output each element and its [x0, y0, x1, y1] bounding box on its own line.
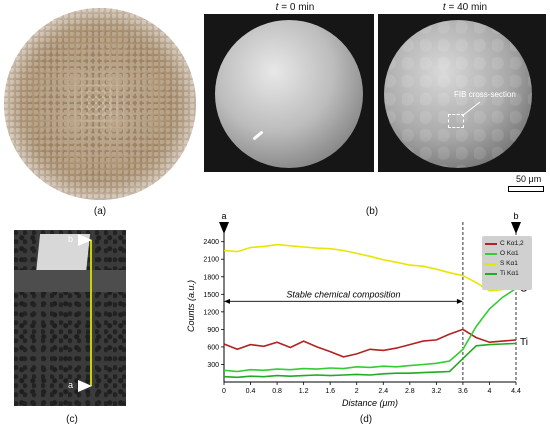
- marker-a-arrow: [78, 380, 92, 392]
- marker-b-label: b: [68, 234, 74, 244]
- fib-region-box: [448, 114, 464, 128]
- marker-b-arrow: [78, 234, 92, 246]
- fib-pointer-line: [462, 101, 481, 117]
- arrow-head-left: [224, 298, 230, 304]
- legend-swatch: [485, 242, 497, 245]
- series-line-3: [223, 342, 517, 379]
- y-tick-label: 2100: [203, 257, 219, 264]
- stable-composition-annotation: Stable chemical composition: [286, 289, 400, 299]
- x-tick-label: 4.4: [511, 388, 521, 395]
- eds-line-profile: [90, 240, 92, 386]
- sem-image-t0: [204, 14, 374, 172]
- spheres-photo: [4, 8, 196, 200]
- y-tick-label: 1200: [203, 309, 219, 316]
- legend-label: C Kα1,2: [500, 240, 524, 247]
- marker-b-triangle: [511, 222, 521, 234]
- sem-title-left: t = 0 min: [275, 2, 315, 13]
- legend-label: O Kα1: [500, 250, 519, 257]
- x-tick-label: 1.6: [325, 388, 335, 395]
- x-tick-label: 3.2: [431, 388, 441, 395]
- legend-label: S Kα1: [500, 260, 518, 267]
- y-tick-label: 600: [207, 344, 219, 351]
- fib-annotation: FIB cross-section: [454, 90, 516, 99]
- y-tick-label: 1800: [203, 274, 219, 281]
- scale-bar-label: 50 μm: [516, 174, 542, 184]
- sem-image-t40: FIB cross-section: [378, 14, 546, 172]
- legend-item-1: O Kα1: [485, 250, 529, 257]
- panel-label-b: (b): [365, 206, 379, 217]
- y-axis-label: Counts (a.u.): [186, 280, 196, 332]
- x-tick-label: 2.4: [378, 388, 388, 395]
- x-tick-label: 2.8: [405, 388, 415, 395]
- panel-label-a: (a): [93, 206, 107, 217]
- marker-a-label: a: [68, 380, 74, 390]
- sphere-t0: [215, 20, 363, 168]
- sphere-t40: [384, 20, 532, 168]
- y-tick-label: 2400: [203, 239, 219, 246]
- x-tick-label: 1.2: [299, 388, 309, 395]
- marker-a-label: a: [221, 212, 226, 221]
- x-tick-label: 3.6: [458, 388, 468, 395]
- series-line-0: [223, 243, 517, 292]
- x-axis-label: Distance (μm): [342, 398, 398, 408]
- series-line-1: [223, 328, 517, 358]
- panel-label-c: (c): [66, 414, 78, 425]
- panel-label-d: (d): [359, 414, 373, 425]
- y-tick-label: 900: [207, 327, 219, 334]
- x-tick-label: 0: [222, 388, 226, 395]
- element-label-2: Ti: [520, 337, 528, 348]
- legend-label: Ti Kα1: [500, 270, 519, 277]
- x-tick-label: 0.8: [272, 388, 282, 395]
- y-tick-label: 300: [207, 362, 219, 369]
- marker-b-label: b: [513, 212, 518, 221]
- chart-legend: C Kα1,2 O Kα1 S Kα1 Ti Kα1: [482, 236, 532, 290]
- x-tick-label: 2: [355, 388, 359, 395]
- legend-item-2: S Kα1: [485, 260, 529, 267]
- y-tick-label: 1500: [203, 292, 219, 299]
- surface-layer: [14, 270, 126, 292]
- eds-chart: 300 600 900 1200 1500 1800 2100 2400 0 0.4 0.8 1.2 1…: [186, 212, 528, 408]
- legend-swatch: [485, 262, 497, 265]
- fib-cross-section-image: b a: [14, 230, 126, 406]
- legend-swatch: [485, 272, 497, 275]
- scale-bar: [508, 186, 544, 192]
- x-tick-label: 0.4: [246, 388, 256, 395]
- x-tick-label: 4: [488, 388, 492, 395]
- sem-title-right: t = 40 min: [442, 2, 488, 13]
- arrow-head-right: [456, 298, 463, 304]
- legend-swatch: [485, 252, 497, 255]
- series-line-2: [223, 287, 517, 373]
- legend-item-3: Ti Kα1: [485, 270, 529, 277]
- legend-item-0: C Kα1,2: [485, 240, 529, 247]
- marker-a-triangle: [219, 222, 229, 234]
